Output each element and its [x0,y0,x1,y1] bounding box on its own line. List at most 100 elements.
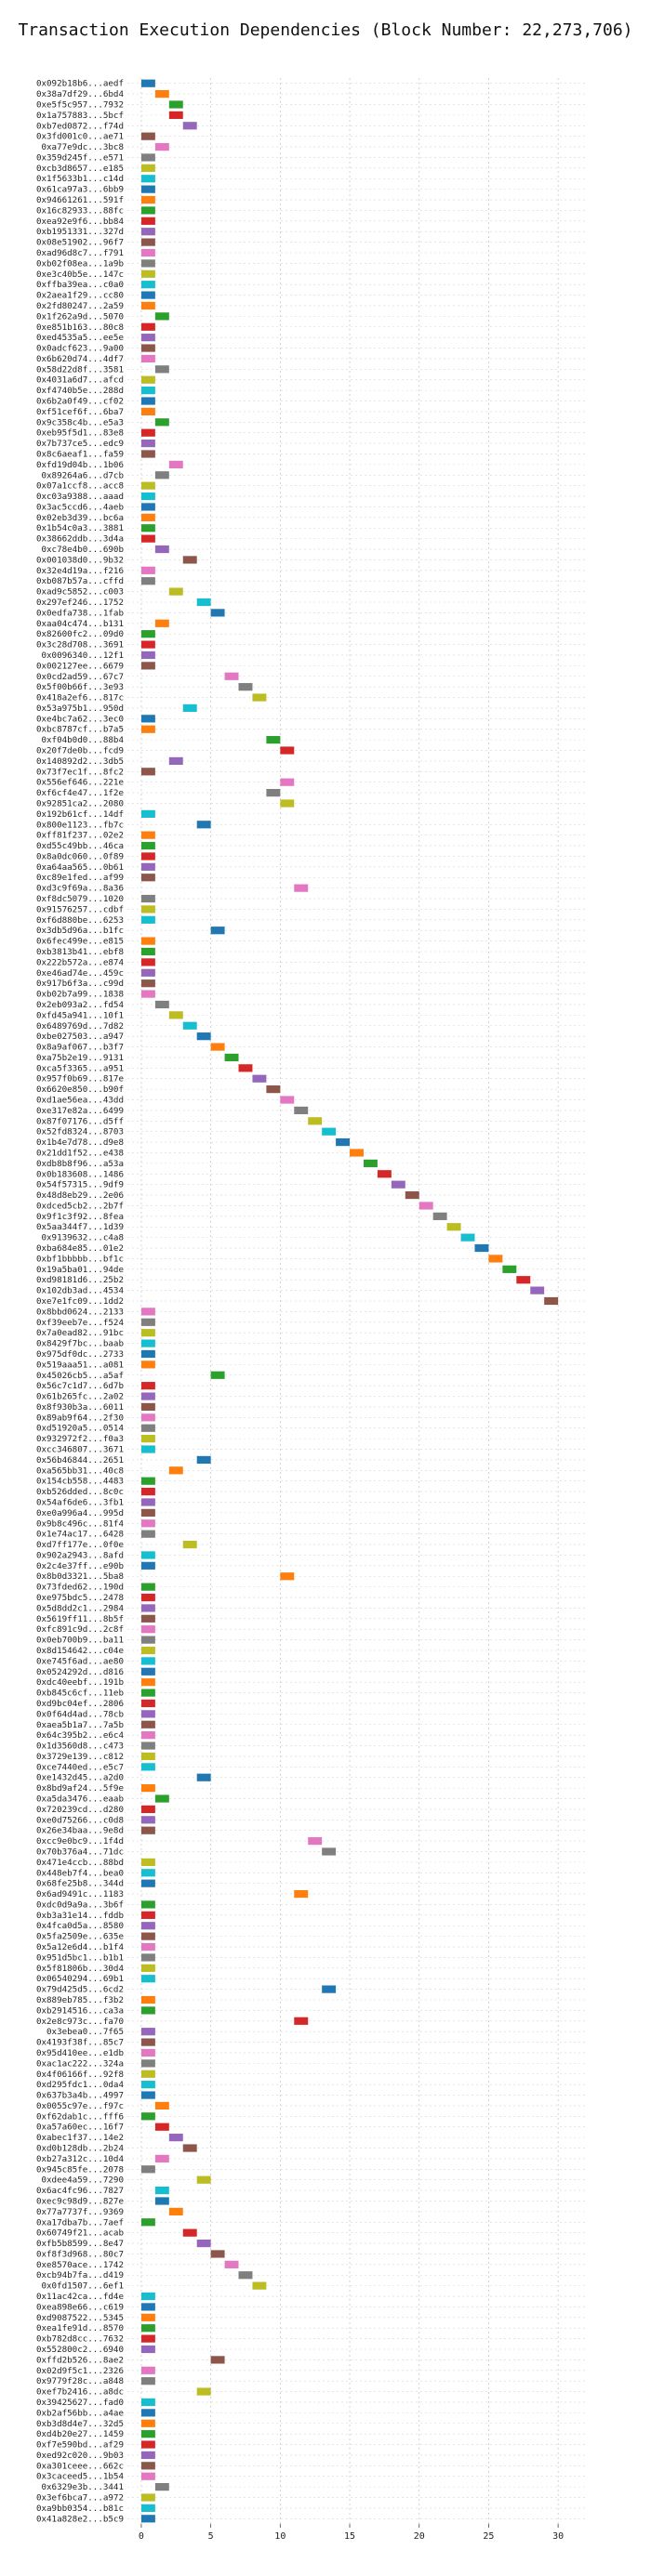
bar-116 [140,1308,155,1316]
y-tick-label: 0x2eb093a2...fd54 [36,1000,125,1010]
bar-173 [140,1911,155,1919]
bar-55 [140,662,155,670]
x-tick-label: 20 [414,2531,425,2542]
y-tick-label: 0x73f7ec1f...8fc2 [36,767,124,777]
y-tick-label: 0x45026cb5...a5af [36,1371,124,1381]
y-tick-label: 0xce7440ed...e5c7 [36,1762,124,1772]
bar-5 [140,132,155,140]
y-tick-label: 0x1f262a9d...5070 [36,311,124,322]
y-tick-label: 0x53a975b1...950d [36,703,124,714]
y-tick-label: 0xd9087522...5345 [36,2313,124,2323]
bar-191 [154,2101,169,2110]
y-tick-label: 0x4193f38f...85c7 [36,2038,124,2048]
y-tick-label: 0x902a2943...8afd [36,1550,124,1560]
y-tick-label: 0xb087b57a...cffd [36,576,124,586]
bar-93 [238,1064,253,1072]
y-tick-label: 0xdee4a59...7290 [41,2175,124,2186]
y-tick-label: 0x5f81806b...30d4 [36,1964,125,1974]
y-tick-label: 0x951d5bc1...b1b1 [36,1952,124,1963]
y-tick-label: 0xe5f5c957...7932 [36,99,124,110]
bar-102 [363,1159,378,1167]
bar-42 [140,524,155,532]
y-tick-label: 0x4031a6d7...afcd [36,375,124,386]
bar-182 [140,2006,155,2015]
bar-155 [140,1720,155,1728]
y-tick-label: 0x0edfa738...1fab [36,608,124,618]
bar-189 [140,2081,155,2089]
y-tick-label: 0xac1ac222...324a [36,2058,124,2069]
y-tick-label: 0x297ef246...1752 [36,598,124,608]
y-tick-label: 0x8bd9af24...5f9e [36,1783,124,1794]
bar-144 [140,1604,155,1612]
bar-97 [294,1106,309,1115]
y-tick-label: 0x58d22d8f...3581 [36,364,124,375]
y-tick-label: 0xaa04c474...b131 [36,619,124,629]
y-tick-label: 0xb3a31e14...fddb [36,1911,124,1921]
y-tick-label: 0x0b183608...1486 [36,1169,124,1179]
bar-171 [294,1889,309,1899]
y-tick-label: 0xd0b128db...2b24 [36,2144,125,2154]
y-tick-label: 0xd7ff177e...0f0e [36,1540,124,1550]
bar-149 [140,1657,155,1665]
y-tick-label: 0x68fe25b8...344d [36,1879,124,1889]
y-tick-label: 0x1d3560d8...c473 [36,1741,124,1752]
y-tick-label: 0xea92e9f6...bb84 [36,217,125,227]
y-tick-label: 0xbc8787cf...b7a5 [36,725,124,735]
bar-29 [140,387,155,395]
y-tick-label: 0x92851ca2...2080 [36,798,124,808]
y-tick-label: 0xe975bdc5...2478 [36,1593,124,1603]
y-tick-label: 0xf04b0d0...88b4 [41,735,124,745]
bar-166 [308,1836,323,1846]
bar-225 [140,2462,155,2470]
y-tick-label: 0x7a0ead82...91bc [36,1328,124,1338]
bar-14 [140,228,155,236]
bar-61 [140,725,155,733]
y-tick-label: 0x1e74ac17...6428 [36,1530,124,1540]
y-tick-label: 0xd3c9f69a...8a36 [36,884,124,894]
bar-72 [140,841,155,850]
bar-196 [154,2154,169,2163]
y-tick-label: 0x0524292d...d816 [36,1667,124,1677]
y-tick-label: 0x1f5633b1...c14d [36,174,124,184]
bar-188 [140,2070,155,2078]
y-tick-label: 0x3caceed5...1b54 [36,2472,125,2482]
bar-208 [252,2281,267,2290]
y-tick-label: 0xfb5b8599...8e47 [36,2239,124,2249]
bar-229 [140,2504,155,2513]
y-tick-label: 0xe46ad74e...459c [36,968,124,979]
x-tick-label: 30 [552,2531,564,2542]
bar-124 [140,1392,155,1400]
bar-168 [140,1858,155,1866]
bar-38 [140,481,155,490]
y-tick-label: 0x20f7de0b...fcd9 [36,746,124,756]
y-tick-label: 0x11ac42ca...fd4e [36,2292,124,2302]
y-tick-label: 0x001038d0...9b32 [36,555,124,565]
y-tick-label: 0x56b46844...2651 [36,1455,124,1465]
bar-0 [140,79,155,87]
bar-71 [140,831,155,839]
bar-62 [266,736,281,744]
bar-210 [140,2303,155,2311]
bar-51 [154,619,169,627]
bar-37 [154,471,169,480]
y-tick-label: 0x9b8c496c...81f4 [36,1518,125,1529]
bar-217 [140,2377,155,2385]
bar-164 [140,1816,155,1824]
y-tick-label: 0xd295fdc1...0da4 [36,2080,125,2090]
bar-133 [140,1487,155,1496]
bar-57 [238,683,253,691]
y-tick-label: 0xf7e590bd...af29 [36,2440,124,2451]
bar-73 [140,852,155,861]
bar-31 [140,407,155,416]
y-tick-label: 0x8429f7bc...baab [36,1339,124,1349]
bar-65 [140,768,155,776]
bar-165 [140,1826,155,1834]
bar-115 [544,1296,559,1306]
y-tick-label: 0xff81f237...02e2 [36,831,124,841]
y-tick-label: 0x54f57315...9df9 [36,1180,124,1190]
bar-127 [140,1424,155,1432]
bar-140 [140,1561,155,1570]
y-tick-label: 0x4fca0d5a...8580 [36,1921,124,1931]
bar-174 [140,1922,155,1930]
bar-56 [224,672,239,680]
